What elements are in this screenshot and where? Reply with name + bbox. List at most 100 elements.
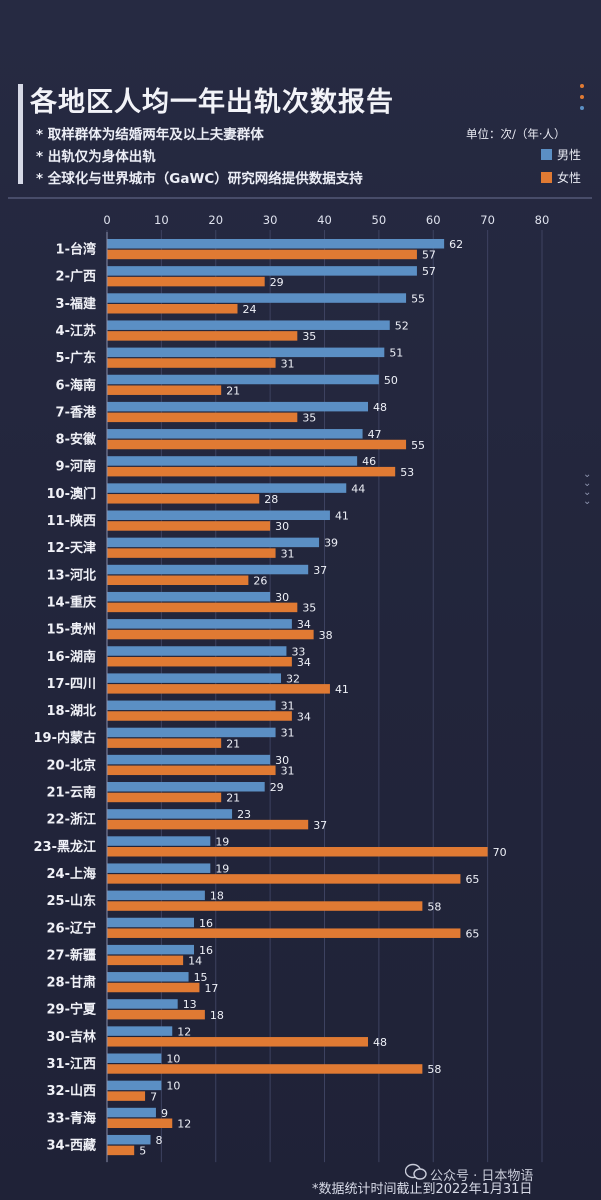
- male-bar-13: [107, 564, 309, 575]
- category-label-8: 8-安徽: [56, 432, 97, 448]
- male-value-27: 16: [199, 944, 213, 957]
- category-label-28: 28-甘肃: [47, 975, 97, 991]
- male-bar-3: [107, 293, 407, 303]
- male-bar-1: [107, 239, 445, 249]
- male-bar-30: [107, 1026, 173, 1036]
- female-value-16: 34: [297, 656, 311, 669]
- female-bar-5: [107, 358, 276, 368]
- male-value-29: 13: [183, 998, 197, 1011]
- female-value-30: 48: [373, 1036, 387, 1049]
- female-bar-17: [107, 684, 330, 694]
- female-value-22: 37: [313, 819, 327, 832]
- male-bar-23: [107, 836, 211, 846]
- male-value-25: 18: [210, 890, 224, 903]
- category-label-11: 11-陕西: [47, 513, 97, 529]
- category-label-6: 6-海南: [56, 377, 96, 393]
- female-bar-27: [107, 955, 184, 966]
- female-value-10: 28: [264, 493, 278, 506]
- female-value-12: 31: [281, 547, 295, 560]
- female-value-20: 31: [281, 765, 295, 778]
- male-bar-18: [107, 700, 276, 711]
- female-bar-30: [107, 1037, 368, 1047]
- female-bar-24: [107, 874, 461, 884]
- male-value-20: 30: [275, 754, 289, 767]
- male-bar-21: [107, 782, 265, 792]
- female-value-25: 58: [427, 900, 441, 913]
- note-sample-group: * 取样群体为结婚两年及以上夫妻群体: [36, 127, 264, 143]
- male-value-23: 19: [215, 835, 229, 848]
- female-bar-22: [107, 819, 309, 830]
- category-label-1: 1-台湾: [56, 242, 96, 258]
- category-label-20: 20-北京: [47, 757, 97, 773]
- female-bar-9: [107, 466, 396, 477]
- female-value-19: 21: [226, 737, 240, 750]
- dot-2: [580, 95, 584, 99]
- male-value-11: 41: [335, 510, 349, 523]
- note-physical-only: * 出轨仅为身体出轨: [36, 149, 156, 165]
- legend-female-label: 女性: [557, 171, 582, 185]
- x-tick-label-6: 60: [426, 213, 441, 227]
- male-bar-14: [107, 591, 271, 602]
- female-value-21: 21: [226, 792, 240, 805]
- female-bar-23: [107, 847, 488, 857]
- female-value-7: 35: [302, 412, 316, 425]
- category-label-2: 2-广西: [56, 269, 96, 285]
- female-bar-26: [107, 928, 461, 938]
- category-label-15: 15-贵州: [47, 622, 97, 638]
- male-value-4: 52: [395, 319, 409, 332]
- male-value-3: 55: [411, 292, 425, 305]
- female-bar-14: [107, 602, 298, 613]
- title-accent-bar: [18, 84, 23, 184]
- x-tick-label-7: 70: [480, 213, 495, 227]
- male-bar-9: [107, 456, 358, 466]
- female-value-5: 31: [281, 357, 295, 370]
- x-tick-label-8: 80: [535, 213, 550, 227]
- category-label-5: 5-广东: [56, 350, 96, 366]
- category-label-25: 25-山东: [47, 893, 97, 909]
- male-value-28: 15: [194, 971, 208, 984]
- male-value-16: 33: [291, 645, 305, 658]
- female-value-33: 12: [177, 1118, 191, 1131]
- male-value-33: 9: [161, 1107, 168, 1120]
- female-value-27: 14: [188, 955, 202, 968]
- legend-male-swatch: [541, 149, 552, 160]
- male-bar-19: [107, 727, 276, 738]
- female-bar-25: [107, 901, 423, 911]
- category-label-22: 22-浙江: [47, 812, 97, 828]
- female-value-4: 35: [302, 330, 316, 343]
- male-bar-27: [107, 944, 194, 955]
- female-bar-4: [107, 331, 298, 341]
- female-bar-13: [107, 575, 249, 585]
- male-value-21: 29: [270, 781, 284, 794]
- category-label-27: 27-新疆: [47, 947, 97, 963]
- female-value-8: 55: [411, 439, 425, 452]
- x-tick-label-1: 10: [154, 213, 169, 227]
- category-label-31: 31-江西: [47, 1056, 97, 1072]
- female-value-6: 21: [226, 384, 240, 397]
- male-value-9: 46: [362, 455, 376, 468]
- female-value-14: 35: [302, 602, 316, 615]
- legend-female-swatch: [541, 172, 552, 183]
- female-value-26: 65: [465, 927, 479, 940]
- male-bar-6: [107, 374, 379, 385]
- page-title: 各地区人均一年出轨次数报告: [30, 87, 394, 118]
- male-bar-2: [107, 266, 417, 276]
- female-value-23: 70: [493, 846, 507, 859]
- female-bar-3: [107, 304, 238, 314]
- female-value-15: 38: [319, 629, 333, 642]
- female-value-17: 41: [335, 683, 349, 696]
- female-bar-20: [107, 765, 276, 776]
- male-value-30: 12: [177, 1025, 191, 1038]
- female-bar-18: [107, 711, 292, 721]
- male-bar-12: [107, 537, 320, 548]
- note-data-source: * 全球化与世界城市（GaWC）研究网络提供数据支持: [36, 171, 363, 187]
- male-bar-32: [107, 1080, 162, 1091]
- female-bar-19: [107, 738, 222, 748]
- female-bar-16: [107, 656, 292, 667]
- male-bar-7: [107, 401, 368, 412]
- male-bar-15: [107, 619, 292, 629]
- male-bar-8: [107, 429, 363, 439]
- x-tick-label-2: 20: [208, 213, 223, 227]
- category-label-30: 30-吉林: [47, 1029, 97, 1045]
